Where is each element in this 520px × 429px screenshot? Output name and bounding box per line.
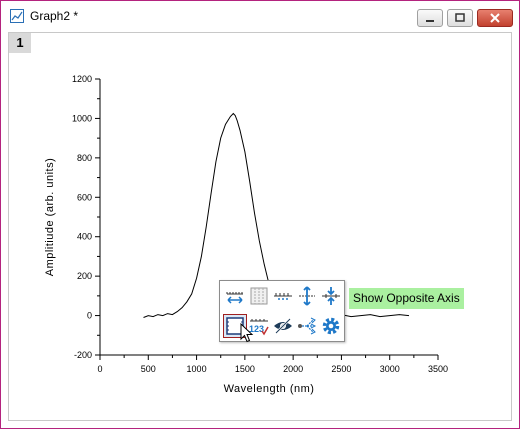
maximize-button[interactable] bbox=[447, 9, 473, 27]
show-hide-icon[interactable] bbox=[272, 315, 294, 337]
x-tick-label: 0 bbox=[97, 364, 102, 374]
mouse-cursor-icon bbox=[240, 323, 254, 343]
close-button[interactable] bbox=[477, 9, 513, 27]
y-tick-label: 200 bbox=[77, 271, 92, 281]
y-tick-label: 800 bbox=[77, 153, 92, 163]
title-bar[interactable]: Graph2 * bbox=[1, 1, 519, 31]
y-tick-label: 1000 bbox=[72, 113, 92, 123]
y-tick-label: -200 bbox=[74, 350, 92, 360]
minimize-icon bbox=[426, 20, 434, 22]
x-axis-title: Wavelength (nm) bbox=[224, 383, 315, 395]
minimize-button[interactable] bbox=[417, 9, 443, 27]
axis-scale-vertical-icon[interactable] bbox=[296, 285, 318, 307]
axis-mini-toolbar: 123 bbox=[219, 280, 345, 343]
grid-lines-icon[interactable] bbox=[248, 285, 270, 307]
x-tick-label: 500 bbox=[141, 364, 156, 374]
x-tick-label: 2000 bbox=[283, 364, 303, 374]
tick-labels-icon[interactable]: 123 bbox=[248, 315, 270, 337]
tooltip: Show Opposite Axis bbox=[349, 288, 464, 309]
y-tick-label: 400 bbox=[77, 232, 92, 242]
y-tick-label: 0 bbox=[87, 311, 92, 321]
x-tick-label: 3500 bbox=[428, 364, 448, 374]
graph-window-icon bbox=[10, 9, 24, 23]
y-tick-label: 1200 bbox=[72, 74, 92, 84]
graph-page[interactable]: 1 bbox=[8, 32, 512, 421]
x-tick-label: 2500 bbox=[331, 364, 351, 374]
maximize-icon bbox=[455, 13, 465, 22]
window-title: Graph2 * bbox=[30, 9, 79, 23]
x-tick-label: 3000 bbox=[380, 364, 400, 374]
layer-tab[interactable]: 1 bbox=[9, 33, 31, 53]
horizontal-axis-icon[interactable] bbox=[224, 285, 246, 307]
close-icon bbox=[490, 13, 500, 23]
x-tick-label: 1500 bbox=[235, 364, 255, 374]
x-tick-label: 1000 bbox=[187, 364, 207, 374]
y-axis-title: Amplitiude (arb. units) bbox=[44, 158, 56, 277]
axis-break-icon[interactable] bbox=[296, 315, 318, 337]
axis-ticks-icon[interactable] bbox=[272, 285, 294, 307]
axis-scale-both-icon[interactable] bbox=[320, 285, 342, 307]
svg-text:123: 123 bbox=[249, 324, 264, 334]
settings-icon[interactable] bbox=[320, 315, 342, 337]
y-tick-label: 600 bbox=[77, 192, 92, 202]
